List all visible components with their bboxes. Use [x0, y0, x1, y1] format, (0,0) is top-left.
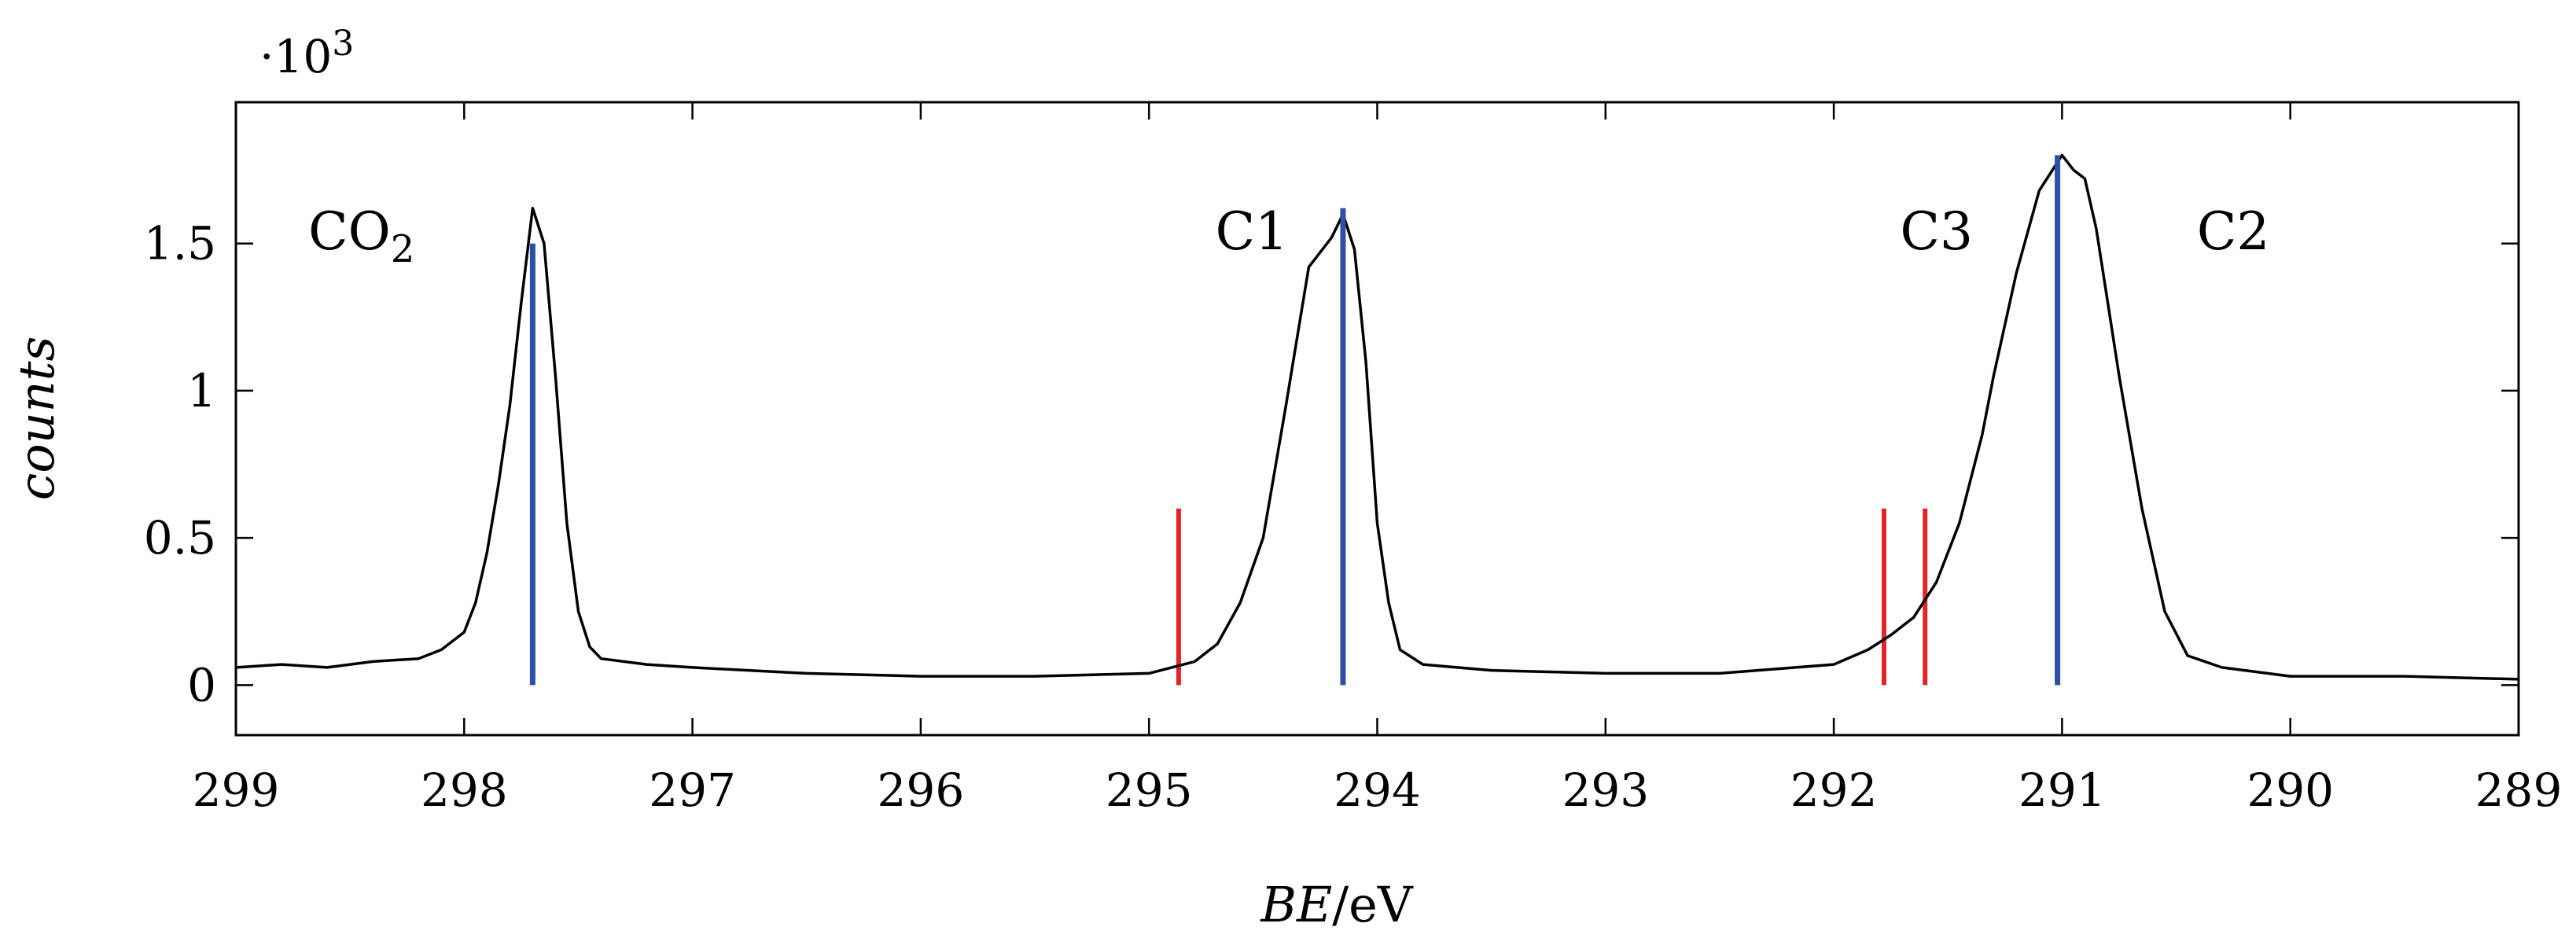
x-tick-label: 291	[2018, 763, 2106, 817]
y-tick-label: 1	[187, 364, 216, 417]
peak-label: C2	[2197, 201, 2270, 262]
peak-label: CO2	[308, 201, 414, 271]
y-tick-label: 1.5	[144, 217, 216, 270]
x-axis-variable: BE	[1260, 876, 1332, 933]
x-tick-label: 295	[1106, 763, 1193, 817]
peak-label: C3	[1900, 201, 1973, 262]
axis-ticks	[234, 102, 2520, 735]
x-tick-label: 290	[2247, 763, 2334, 817]
x-axis-label: BE/eV	[1260, 876, 1413, 933]
x-tick-label: 299	[193, 763, 280, 817]
y-tick-labels: 0 0.5 1 1.5	[144, 217, 216, 712]
y-scale-base: ·10	[259, 30, 332, 83]
plot-frame	[234, 101, 2520, 737]
x-tick-label: 292	[1790, 763, 1878, 817]
x-tick-label: 297	[649, 763, 736, 817]
spectrum-trace-group	[235, 153, 2519, 681]
peak-label: C1	[1216, 201, 1289, 262]
y-scale-note: ·103	[259, 24, 354, 83]
x-tick-label: 298	[421, 763, 508, 817]
x-tick-label: 293	[1562, 763, 1649, 817]
x-tick-label: 294	[1334, 763, 1421, 817]
y-tick-label: 0	[187, 658, 216, 712]
blue-peak-lines	[529, 155, 2061, 686]
red-reference-lines	[1176, 508, 1928, 686]
x-tick-labels: 299 298 297 296 295 294 293 292 291 290 289	[193, 763, 2563, 817]
y-axis-label: counts	[8, 337, 65, 501]
x-tick-label: 289	[2475, 763, 2563, 817]
spectrum-line	[235, 153, 2519, 681]
peak-labels: CO2 C1 C3 C2	[308, 201, 2269, 271]
y-scale-exponent: 3	[332, 24, 354, 64]
y-tick-label: 0.5	[144, 511, 216, 565]
x-tick-label: 296	[878, 763, 965, 817]
x-axis-unit: /eV	[1332, 876, 1414, 933]
